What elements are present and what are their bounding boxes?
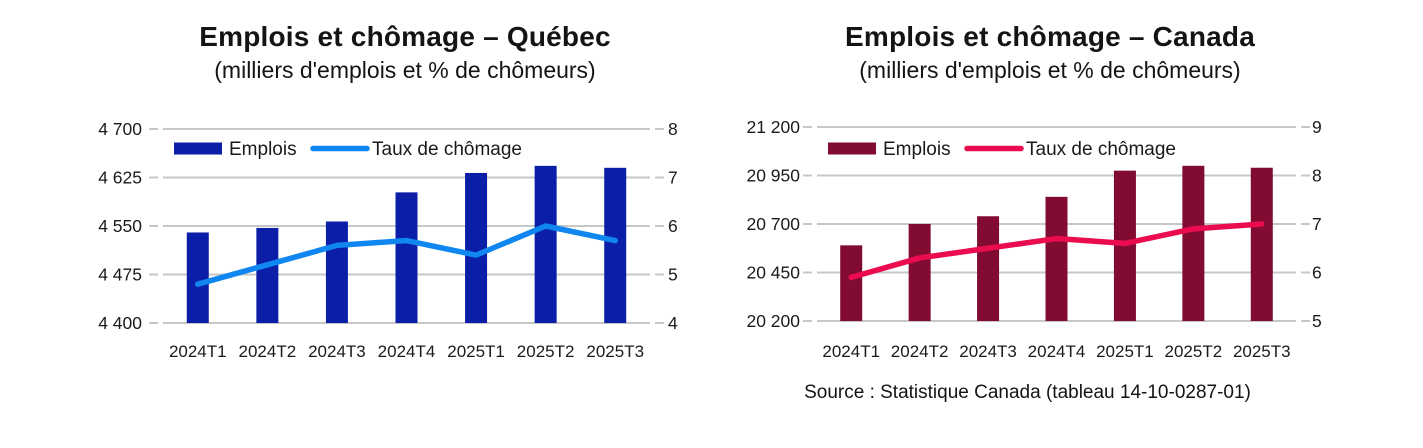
x-axis-label: 2024T3 xyxy=(959,342,1017,361)
employment-bar xyxy=(1250,167,1273,321)
employment-bar xyxy=(1182,165,1205,321)
employment-bar xyxy=(256,227,279,323)
quebec-chart-header: Emplois et chômage – Québec (milliers d'… xyxy=(150,20,660,84)
quebec-chart-subtitle: (milliers d'emplois et % de chômeurs) xyxy=(214,56,596,83)
canada-chart-title: Emplois et chômage – Canada xyxy=(845,21,1255,52)
employment-bar xyxy=(534,165,557,323)
legend-bar-swatch xyxy=(174,142,222,155)
employment-bar xyxy=(395,192,418,323)
left-axis-tick-label: 4 625 xyxy=(98,168,142,188)
legend-bars-label: Emplois xyxy=(229,139,297,160)
legend-line-label: Taux de chômage xyxy=(372,139,522,160)
legend-bars-label: Emplois xyxy=(883,139,951,160)
right-axis-tick-label: 9 xyxy=(1312,117,1322,137)
right-axis-tick-label: 8 xyxy=(1312,166,1322,186)
x-axis-label: 2025T1 xyxy=(1096,342,1154,361)
canada-chart-header: Emplois et chômage – Canada (milliers d'… xyxy=(795,20,1305,84)
employment-bar xyxy=(604,167,627,323)
x-axis-label: 2024T1 xyxy=(169,342,227,361)
unemployment-rate-line xyxy=(848,221,1265,281)
right-axis-tick-label: 5 xyxy=(1312,311,1322,331)
employment-bar xyxy=(1045,196,1068,321)
left-axis-tick-label: 20 200 xyxy=(746,311,800,331)
x-axis-label: 2025T2 xyxy=(1165,342,1223,361)
employment-bar xyxy=(186,232,209,323)
x-axis-label: 2024T1 xyxy=(822,342,880,361)
x-axis-label: 2025T2 xyxy=(517,342,575,361)
source-note: Source : Statistique Canada (tableau 14-… xyxy=(804,382,1251,403)
x-axis-label: 2024T4 xyxy=(1028,342,1086,361)
left-axis-tick-label: 4 550 xyxy=(98,216,142,236)
left-axis-tick-label: 4 700 xyxy=(98,119,142,139)
legend-bar-swatch xyxy=(828,142,876,155)
employment-bar xyxy=(465,172,488,323)
right-axis-tick-label: 8 xyxy=(668,119,678,139)
left-axis-tick-label: 21 200 xyxy=(746,117,800,137)
quebec-chart-title: Emplois et chômage – Québec xyxy=(199,21,611,52)
unemployment-rate-line xyxy=(195,223,618,287)
employment-bar xyxy=(325,221,348,323)
x-axis-label: 2024T3 xyxy=(308,342,366,361)
x-axis-label: 2025T1 xyxy=(447,342,505,361)
x-axis-label: 2024T2 xyxy=(239,342,297,361)
right-axis-tick-label: 7 xyxy=(1312,214,1322,234)
x-axis-label: 2025T3 xyxy=(586,342,644,361)
left-axis-tick-label: 4 400 xyxy=(98,313,142,333)
left-axis-tick-label: 20 950 xyxy=(746,166,800,186)
left-axis-tick-label: 20 700 xyxy=(746,214,800,234)
right-axis-tick-label: 6 xyxy=(668,216,678,236)
canada-chart-subtitle: (milliers d'emplois et % de chômeurs) xyxy=(859,56,1241,83)
right-axis-tick-label: 5 xyxy=(668,265,678,285)
x-axis-label: 2024T4 xyxy=(378,342,436,361)
employment-bar xyxy=(840,245,863,321)
x-axis-label: 2024T2 xyxy=(891,342,949,361)
left-axis-tick-label: 20 450 xyxy=(746,263,800,283)
employment-bar xyxy=(908,224,931,321)
right-axis-tick-label: 6 xyxy=(1312,263,1322,283)
right-axis-tick-label: 7 xyxy=(668,168,678,188)
left-axis-tick-label: 4 475 xyxy=(98,265,142,285)
legend-line-label: Taux de chômage xyxy=(1026,139,1176,160)
x-axis-label: 2025T3 xyxy=(1233,342,1291,361)
employment-bar xyxy=(977,216,1000,321)
right-axis-tick-label: 4 xyxy=(668,313,678,333)
